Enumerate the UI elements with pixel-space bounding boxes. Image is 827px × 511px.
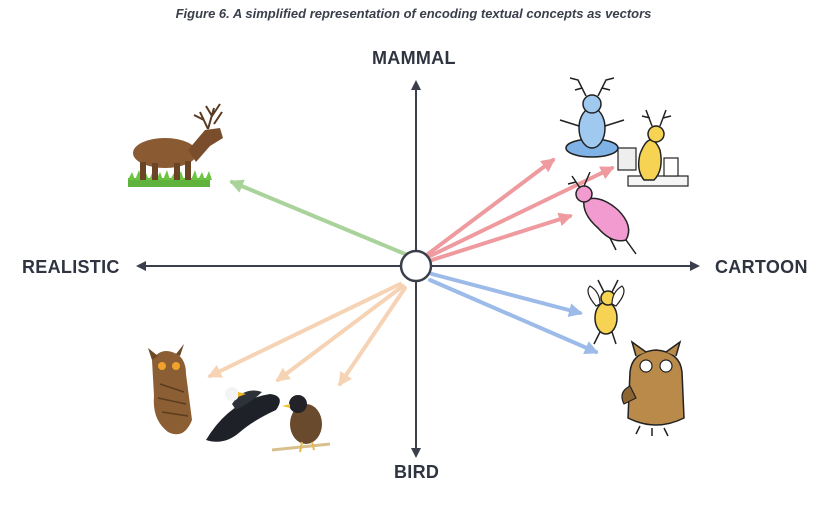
figure-caption: Figure 6. A simplified representation of… — [175, 6, 652, 21]
realistic-elk-image — [128, 103, 223, 187]
arrow-cartoon-mammal-2 — [428, 166, 615, 258]
arrow-cartoon-mammal-1 — [426, 158, 556, 256]
realistic-eagle-image — [206, 387, 280, 442]
axis-label-right: CARTOON — [715, 257, 808, 277]
arrow-realistic-bird-3 — [338, 286, 407, 387]
axis-label-top: MAMMAL — [372, 48, 456, 68]
arrow-realistic-bird-1 — [207, 282, 402, 378]
arrow-cartoon-mammal-3 — [430, 212, 573, 262]
cartoon-reading-deer-image — [617, 109, 689, 187]
cartoon-meditating-deer-image — [559, 77, 625, 158]
origin-circle — [399, 249, 433, 283]
arrow-realistic-mammal — [229, 179, 407, 256]
arrow-realistic-bird-2 — [275, 284, 405, 382]
realistic-owl-image — [148, 344, 192, 435]
cartoon-owl-image — [621, 340, 685, 437]
vector-arrows — [207, 158, 615, 387]
arrow-cartoon-bird-1 — [430, 272, 583, 317]
cartoon-flying-deer-bird-image — [587, 279, 625, 345]
axis-label-left: REALISTIC — [22, 257, 120, 277]
axis-label-bottom: BIRD — [394, 462, 440, 482]
cartoon-pink-deer-image — [567, 171, 637, 255]
arrow-cartoon-bird-2 — [428, 278, 599, 355]
realistic-myna-image — [271, 395, 331, 453]
